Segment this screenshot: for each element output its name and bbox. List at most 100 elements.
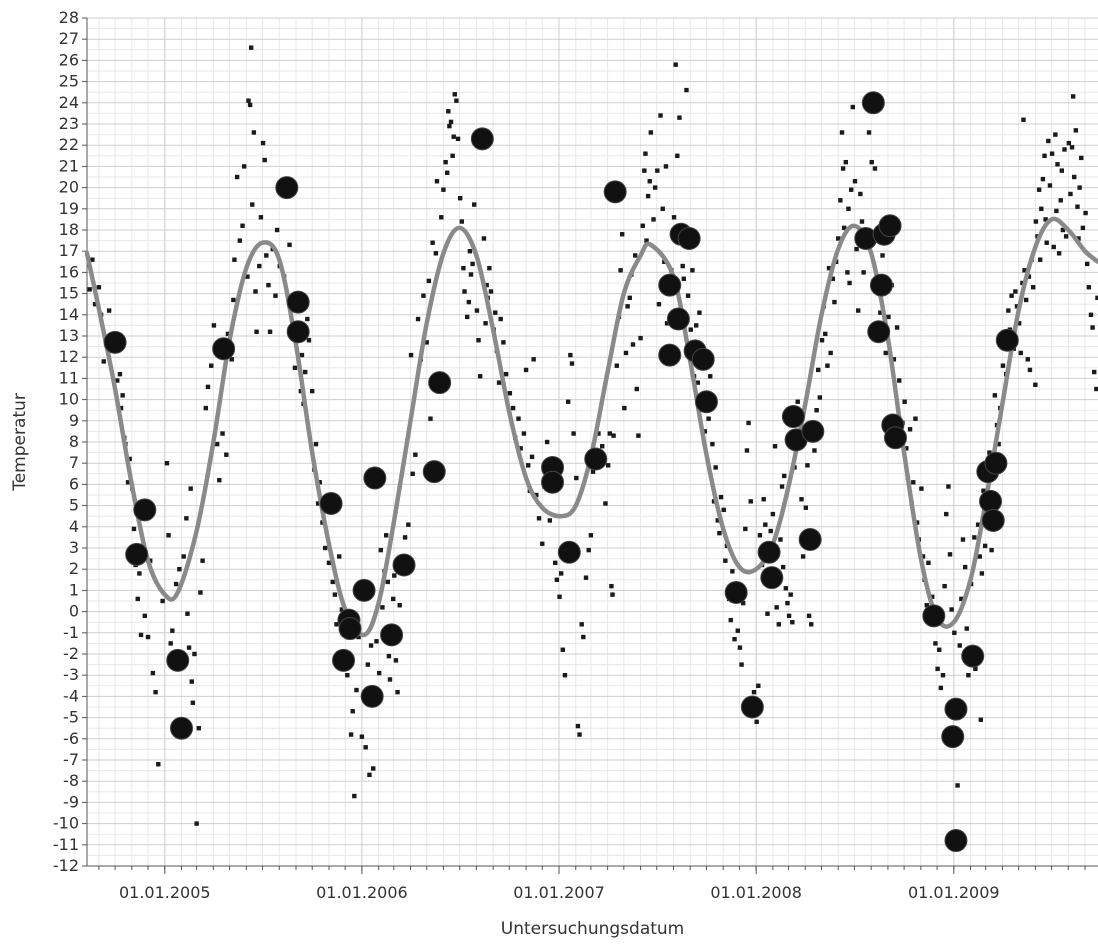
data-point-small (310, 388, 315, 394)
data-point-small (462, 289, 467, 294)
data-point-small (663, 164, 669, 169)
data-point-small (757, 533, 763, 538)
data-point-small (205, 384, 211, 390)
data-point-small (356, 634, 361, 640)
data-point-small (904, 446, 909, 451)
data-point-small (503, 371, 509, 377)
data-point-large (740, 695, 764, 719)
data-point-small (203, 405, 209, 411)
data-point-large (922, 604, 946, 628)
data-point-small (644, 238, 649, 243)
data-point-small (1039, 206, 1044, 211)
data-point-large (658, 273, 682, 297)
data-point-small (800, 554, 806, 559)
data-point-small (1042, 153, 1047, 158)
data-point-small (622, 405, 627, 411)
data-point-small (395, 689, 400, 695)
data-point-small (264, 253, 269, 258)
data-point-small (359, 734, 365, 739)
y-tick-label: 17 (59, 241, 79, 260)
data-point-small (581, 634, 586, 640)
data-point-small (920, 554, 926, 559)
data-point-large (798, 528, 822, 552)
data-point-small (534, 492, 539, 498)
data-point-small (596, 431, 601, 436)
data-point-small (562, 673, 568, 678)
data-point-large (286, 290, 310, 314)
data-point-small (911, 480, 916, 485)
data-point-small (826, 265, 832, 271)
y-tick-label: 4 (69, 517, 79, 536)
data-point-small (938, 685, 944, 691)
data-point-small (468, 272, 474, 277)
data-point-small (1059, 168, 1065, 173)
data-point-small (845, 270, 850, 275)
data-point-small (785, 600, 790, 606)
data-point-small (1056, 251, 1062, 256)
data-point-small (590, 469, 596, 474)
data-point-small (237, 238, 243, 243)
data-point-small (805, 463, 810, 468)
data-point-large (166, 648, 190, 672)
data-point-small (189, 679, 194, 684)
data-point-small (531, 357, 536, 362)
data-point-small (350, 709, 355, 714)
data-point-small (966, 673, 971, 678)
data-point-small (708, 374, 713, 379)
data-point-small (832, 299, 837, 305)
y-tick-label: 23 (59, 114, 79, 133)
data-point-small (92, 302, 98, 307)
fit-curve (84, 216, 1098, 638)
data-point-small (477, 374, 483, 379)
data-point-small (605, 463, 611, 468)
data-point-small (575, 723, 581, 729)
data-point-small (935, 666, 940, 672)
data-point-small (348, 732, 354, 737)
data-point-small (229, 357, 234, 362)
data-point-small (246, 98, 251, 103)
y-tick-label: 24 (59, 93, 79, 112)
data-point-large (724, 581, 748, 605)
data-point-small (933, 641, 938, 646)
data-point-small (1058, 198, 1063, 203)
data-point-small (1053, 132, 1058, 137)
data-point-small (717, 530, 722, 536)
data-point-small (782, 473, 787, 479)
data-point-small (439, 215, 444, 220)
data-point-small (387, 677, 393, 682)
data-point-small (1023, 297, 1029, 303)
data-point-small (1086, 285, 1092, 290)
data-point-small (630, 342, 636, 347)
data-point-small (713, 465, 718, 470)
data-point-small (391, 596, 396, 602)
data-point-small (493, 310, 498, 315)
data-point-large (981, 508, 1005, 532)
data-point-small (799, 497, 804, 502)
data-point-small (217, 477, 222, 483)
data-point-small (428, 416, 433, 421)
y-tick-label: 14 (59, 305, 79, 324)
data-point-large (979, 489, 1003, 513)
data-point-small (196, 726, 201, 731)
data-point-small (803, 505, 809, 510)
x-axis-title: Untersuchungsdatum (501, 919, 685, 939)
data-point-large (801, 419, 825, 443)
data-point-small (185, 611, 190, 616)
data-point-small (376, 670, 382, 676)
data-point-large (984, 451, 1008, 475)
data-point-small (1033, 382, 1038, 387)
data-point-small (487, 265, 492, 271)
data-point-large (470, 127, 494, 151)
data-point-small (455, 136, 461, 142)
data-point-small (467, 249, 473, 254)
data-point-small (772, 444, 778, 449)
y-tick-label: 0 (69, 602, 79, 621)
data-point-small (258, 215, 264, 220)
data-point-small (445, 170, 450, 175)
data-point-small (521, 431, 527, 436)
data-point-small (540, 541, 545, 546)
data-point-small (90, 257, 95, 262)
y-tick-label: 22 (59, 135, 79, 154)
data-point-small (447, 123, 452, 129)
data-point-small (547, 518, 553, 523)
